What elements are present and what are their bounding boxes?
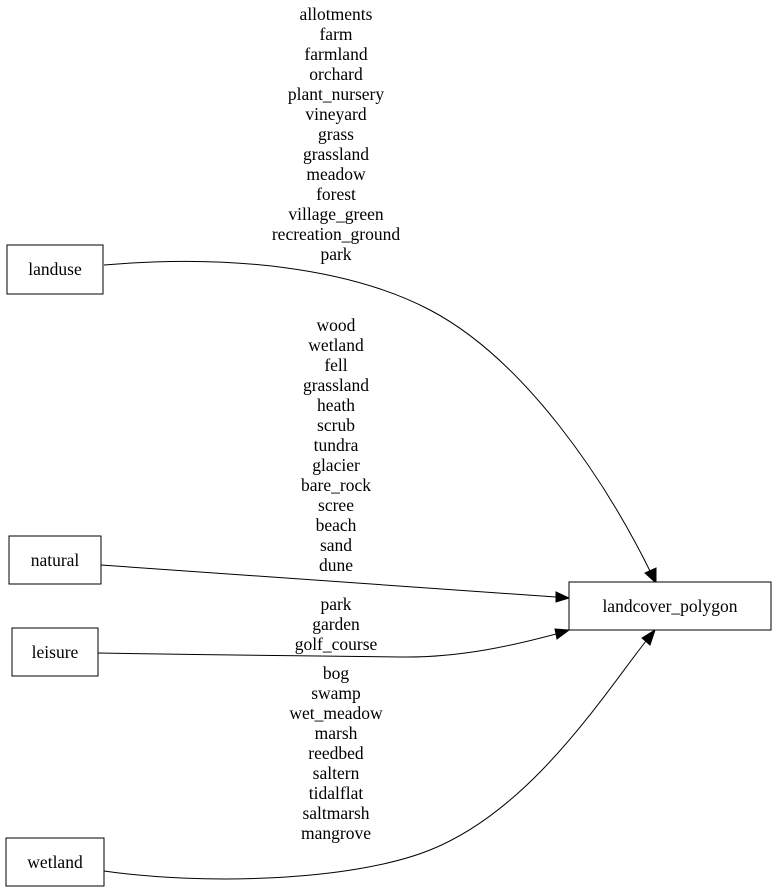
node-wetland: wetland [5,837,105,887]
edge-line [97,633,557,658]
edge-label-item: bare_rock [301,475,371,495]
edge-label-item: scree [318,495,354,515]
edge-label-item: forest [316,184,356,204]
edge-label-item: meadow [306,164,366,184]
edge-label-item: golf_course [295,634,378,654]
node-label: landcover_polygon [602,596,737,616]
edge-landuse-to-landcover [103,260,657,585]
node-label: leisure [32,642,79,662]
edge-label-item: scrub [317,415,355,435]
edge-label-item: tidalflat [309,783,364,803]
edge-label-item: dune [319,555,353,575]
edge-label-natural: wood wetland fell grassland heath scrub … [301,315,371,575]
edge-label-item: wood [317,315,356,335]
edge-label-item: farmland [304,44,367,64]
edge-label-item: park [320,244,351,264]
edge-label-item: heath [317,395,355,415]
edge-label-wetland: bog swamp wet_meadow marsh reedbed salte… [289,663,383,843]
edge-label-item: saltern [313,763,360,783]
node-landuse: landuse [6,244,104,295]
edge-label-item: reedbed [308,743,364,763]
edge-label-item: plant_nursery [288,84,384,104]
edge-label-item: glacier [312,455,360,475]
arrowhead-icon [644,567,657,585]
node-natural: natural [8,535,102,585]
edge-label-item: wetland [308,335,364,355]
edge-label-item: farm [319,24,352,44]
edge-label-item: marsh [315,723,358,743]
node-landcover-polygon: landcover_polygon [568,581,772,631]
edge-label-item: wet_meadow [289,703,383,723]
edge-label-item: grass [318,124,354,144]
edge-label-landuse: allotments farm farmland orchard plant_n… [272,4,401,264]
node-leisure: leisure [11,627,99,677]
edge-label-item: beach [316,515,357,535]
node-label: landuse [28,259,82,279]
edge-label-item: grassland [303,144,369,164]
edge-label-item: swamp [311,683,361,703]
edge-label-item: fell [324,355,347,375]
arrowhead-icon [641,628,656,646]
edge-label-item: village_green [288,204,383,224]
edge-label-item: allotments [300,4,373,24]
edge-label-item: garden [312,614,360,634]
arrowhead-icon [554,628,571,640]
edge-line [103,260,651,572]
edge-leisure-to-landcover [97,628,571,658]
edge-line [100,564,557,598]
edge-label-item: mangrove [301,823,371,843]
edge-line [103,640,647,880]
edge-label-leisure: park garden golf_course [295,594,378,654]
edge-natural-to-landcover [100,564,571,603]
edge-label-item: tundra [314,435,359,455]
edge-label-item: vineyard [305,104,366,124]
edge-label-item: bog [323,663,350,683]
edge-label-item: park [320,594,351,614]
edge-label-item: saltmarsh [302,803,369,823]
edge-label-item: orchard [309,64,363,84]
arrowhead-icon [555,591,571,603]
edge-label-item: recreation_ground [272,224,401,244]
edge-wetland-to-landcover [103,628,656,880]
edge-label-item: grassland [303,375,369,395]
node-label: wetland [27,852,83,872]
node-label: natural [31,550,80,570]
edge-label-item: sand [320,535,352,555]
